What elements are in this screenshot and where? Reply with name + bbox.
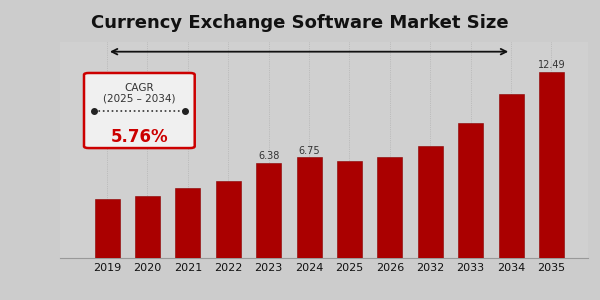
- Text: (2025 – 2034): (2025 – 2034): [103, 93, 176, 103]
- Bar: [377, 158, 403, 258]
- Bar: [499, 94, 524, 258]
- Text: CAGR: CAGR: [125, 83, 154, 93]
- Text: 6.75: 6.75: [298, 146, 320, 156]
- Bar: [256, 163, 281, 258]
- Text: 12.49: 12.49: [538, 60, 565, 70]
- Bar: [418, 146, 443, 258]
- Bar: [296, 158, 322, 258]
- Bar: [95, 199, 119, 258]
- FancyBboxPatch shape: [84, 73, 195, 148]
- Bar: [337, 161, 362, 258]
- Bar: [458, 123, 483, 258]
- Text: Currency Exchange Software Market Size: Currency Exchange Software Market Size: [91, 14, 509, 32]
- Text: 6.38: 6.38: [258, 151, 280, 161]
- Bar: [175, 188, 200, 258]
- Text: 5.76%: 5.76%: [110, 128, 168, 146]
- Bar: [539, 72, 564, 258]
- Bar: [216, 181, 241, 258]
- Bar: [135, 196, 160, 258]
